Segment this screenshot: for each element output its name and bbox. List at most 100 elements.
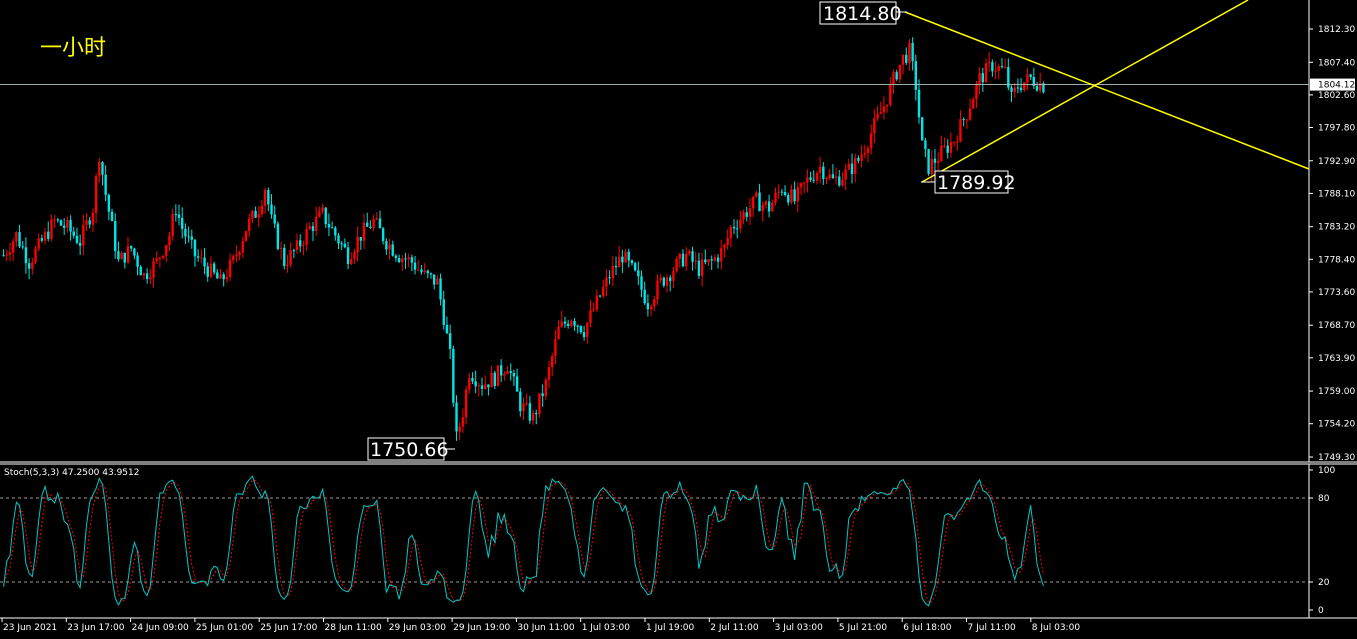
candle-body <box>407 257 410 260</box>
candle-body <box>614 266 618 268</box>
candle-body <box>806 177 809 183</box>
candle-body <box>343 243 347 248</box>
candle-body <box>627 251 630 261</box>
candle-body <box>515 376 519 392</box>
candle-body <box>385 241 388 250</box>
candle-body <box>551 356 554 368</box>
candle-body <box>592 309 595 311</box>
candle-body <box>885 104 889 107</box>
candle-body <box>1035 85 1039 91</box>
annotation-high: 1814.80 <box>819 1 907 25</box>
time-tick-label: 29 Jun 19:00 <box>453 623 510 633</box>
candle-body <box>793 189 796 202</box>
candle-body <box>602 286 605 297</box>
candle-body <box>120 252 123 260</box>
stoch-title: Stoch(5,3,3) 47.2500 43.9512 <box>4 468 139 478</box>
candle-body <box>611 266 615 279</box>
stoch-tick-label: 100 <box>1318 466 1335 476</box>
candle-body <box>713 257 717 261</box>
candle-body <box>88 220 91 225</box>
candle-body <box>21 246 24 248</box>
lower-trendline <box>921 0 1249 183</box>
candle-body <box>439 278 442 300</box>
candle-body <box>758 192 761 212</box>
candle-body <box>91 212 95 225</box>
candle-body <box>110 211 114 222</box>
candle-body <box>232 256 235 260</box>
candle-body <box>353 252 356 259</box>
candle-body <box>854 157 857 174</box>
candle-body <box>586 322 589 338</box>
candle-body <box>544 379 548 397</box>
candle-body <box>1026 74 1029 83</box>
candle-body <box>117 251 120 260</box>
candle-body <box>149 277 152 280</box>
candle-body <box>158 257 162 259</box>
candle-body <box>633 263 637 271</box>
candle-body <box>359 236 363 241</box>
candle-body <box>66 220 69 228</box>
candle-body <box>11 241 15 253</box>
candle-body <box>860 154 863 161</box>
candle-body <box>570 320 573 326</box>
price-tick-label: 1768.70 <box>1318 321 1355 331</box>
stoch-panel: 100 80 20 0 <box>0 466 1335 616</box>
candle-body <box>193 239 197 257</box>
candle-body <box>378 218 382 229</box>
candle-body <box>924 140 927 150</box>
candle-body <box>646 303 650 310</box>
candle-body <box>375 218 378 220</box>
candle-body <box>62 225 66 228</box>
candle-body <box>541 393 544 397</box>
candle-body <box>302 244 305 247</box>
time-axis: 23 Jun 2021 23 Jun 17:00 24 Jun 09:00 25 Ju… <box>1 618 1080 633</box>
current-price-box <box>1310 78 1355 91</box>
annotation-low-box <box>367 437 445 461</box>
time-tick-label: 29 Jun 03:00 <box>389 623 446 633</box>
chart-title: 一小时 <box>40 36 106 61</box>
candle-body <box>761 204 764 212</box>
candle-body <box>965 119 969 121</box>
candle-body <box>133 248 136 256</box>
candle-body <box>267 190 270 205</box>
candle-body <box>774 192 777 203</box>
price-tick-label: 1749.30 <box>1318 453 1355 463</box>
candle-body <box>350 258 353 265</box>
candle-body <box>566 323 570 326</box>
candle-body <box>981 73 985 83</box>
candle-body <box>139 266 142 276</box>
candle-body <box>161 255 165 258</box>
candle-body <box>346 247 350 265</box>
candle-body <box>694 260 697 262</box>
candle-body <box>101 162 104 175</box>
candle-body <box>831 174 835 178</box>
annotation-low-label: 1750.66 <box>370 439 449 461</box>
candle-body <box>605 277 608 287</box>
candle-body <box>37 238 40 249</box>
candle-body <box>401 258 404 263</box>
candle-body <box>31 262 34 269</box>
candle-body <box>471 377 474 382</box>
annotation-low: 1750.66 <box>367 437 455 461</box>
upper-trendline <box>904 11 1310 170</box>
candle-body <box>381 228 385 242</box>
time-tick-label: 23 Jun 17:00 <box>67 623 124 633</box>
candle-body <box>225 276 229 280</box>
candle-body <box>423 270 426 273</box>
candle-body <box>78 242 82 246</box>
candle-body <box>866 148 870 153</box>
candle-body <box>417 269 420 271</box>
candle-body <box>257 214 260 218</box>
annotation-high-box <box>819 1 897 25</box>
candle-body <box>493 372 496 387</box>
price-tick-label: 1754.20 <box>1318 420 1355 430</box>
candle-body <box>509 371 512 373</box>
candle-body <box>869 133 873 149</box>
candle-body <box>984 63 988 83</box>
annotation-mid-label: 1789.92 <box>937 172 1016 194</box>
candle-body <box>767 201 771 212</box>
candle-body <box>75 235 79 243</box>
candle-body <box>305 228 308 245</box>
candle-body <box>684 253 688 267</box>
